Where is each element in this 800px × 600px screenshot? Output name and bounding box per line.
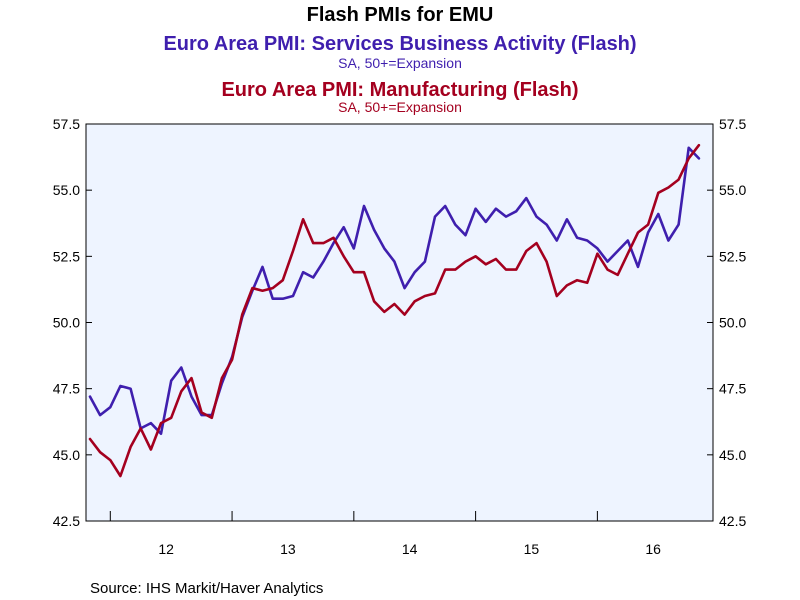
y-tick-label-left: 45.0 bbox=[53, 447, 80, 463]
y-tick-label-right: 52.5 bbox=[719, 248, 746, 264]
y-tick-label-left: 47.5 bbox=[53, 381, 80, 397]
x-tick-label: 13 bbox=[280, 541, 296, 557]
x-tick-label: 12 bbox=[158, 541, 174, 557]
y-tick-label-right: 55.0 bbox=[719, 182, 746, 198]
chart-title: Flash PMIs for EMU bbox=[307, 4, 494, 26]
x-tick-label: 16 bbox=[645, 541, 661, 557]
y-tick-label-right: 57.5 bbox=[719, 116, 746, 132]
y-tick-label-left: 52.5 bbox=[53, 248, 80, 264]
legend-manufacturing-note: SA, 50+=Expansion bbox=[338, 99, 462, 115]
y-tick-label-left: 50.0 bbox=[53, 315, 80, 331]
y-tick-label-right: 45.0 bbox=[719, 447, 746, 463]
series-line-manufacturing bbox=[88, 143, 701, 478]
legend-services-name: Euro Area PMI: Services Business Activit… bbox=[163, 33, 636, 55]
x-tick-label: 14 bbox=[402, 541, 418, 557]
axis-marks: 57.5 57.5 55.0 55.0 52.5 52.5 50.0 50.0 47.5 47.5… bbox=[53, 116, 747, 557]
legend-services-note: SA, 50+=Expansion bbox=[338, 55, 462, 71]
x-tick-label: 15 bbox=[524, 541, 540, 557]
y-tick-label-left: 42.5 bbox=[53, 513, 80, 529]
y-tick-label-right: 47.5 bbox=[719, 381, 746, 397]
plot-area bbox=[85, 123, 714, 522]
y-tick-label-right: 50.0 bbox=[719, 315, 746, 331]
legend-manufacturing-name: Euro Area PMI: Manufacturing (Flash) bbox=[221, 79, 578, 101]
source-note: Source: IHS Markit/Haver Analytics bbox=[90, 580, 323, 597]
series-lines bbox=[88, 143, 701, 478]
y-tick-label-left: 57.5 bbox=[53, 116, 80, 132]
y-tick-label-left: 55.0 bbox=[53, 182, 80, 198]
y-tick-label-right: 42.5 bbox=[719, 513, 746, 529]
series-line-services bbox=[88, 146, 701, 436]
